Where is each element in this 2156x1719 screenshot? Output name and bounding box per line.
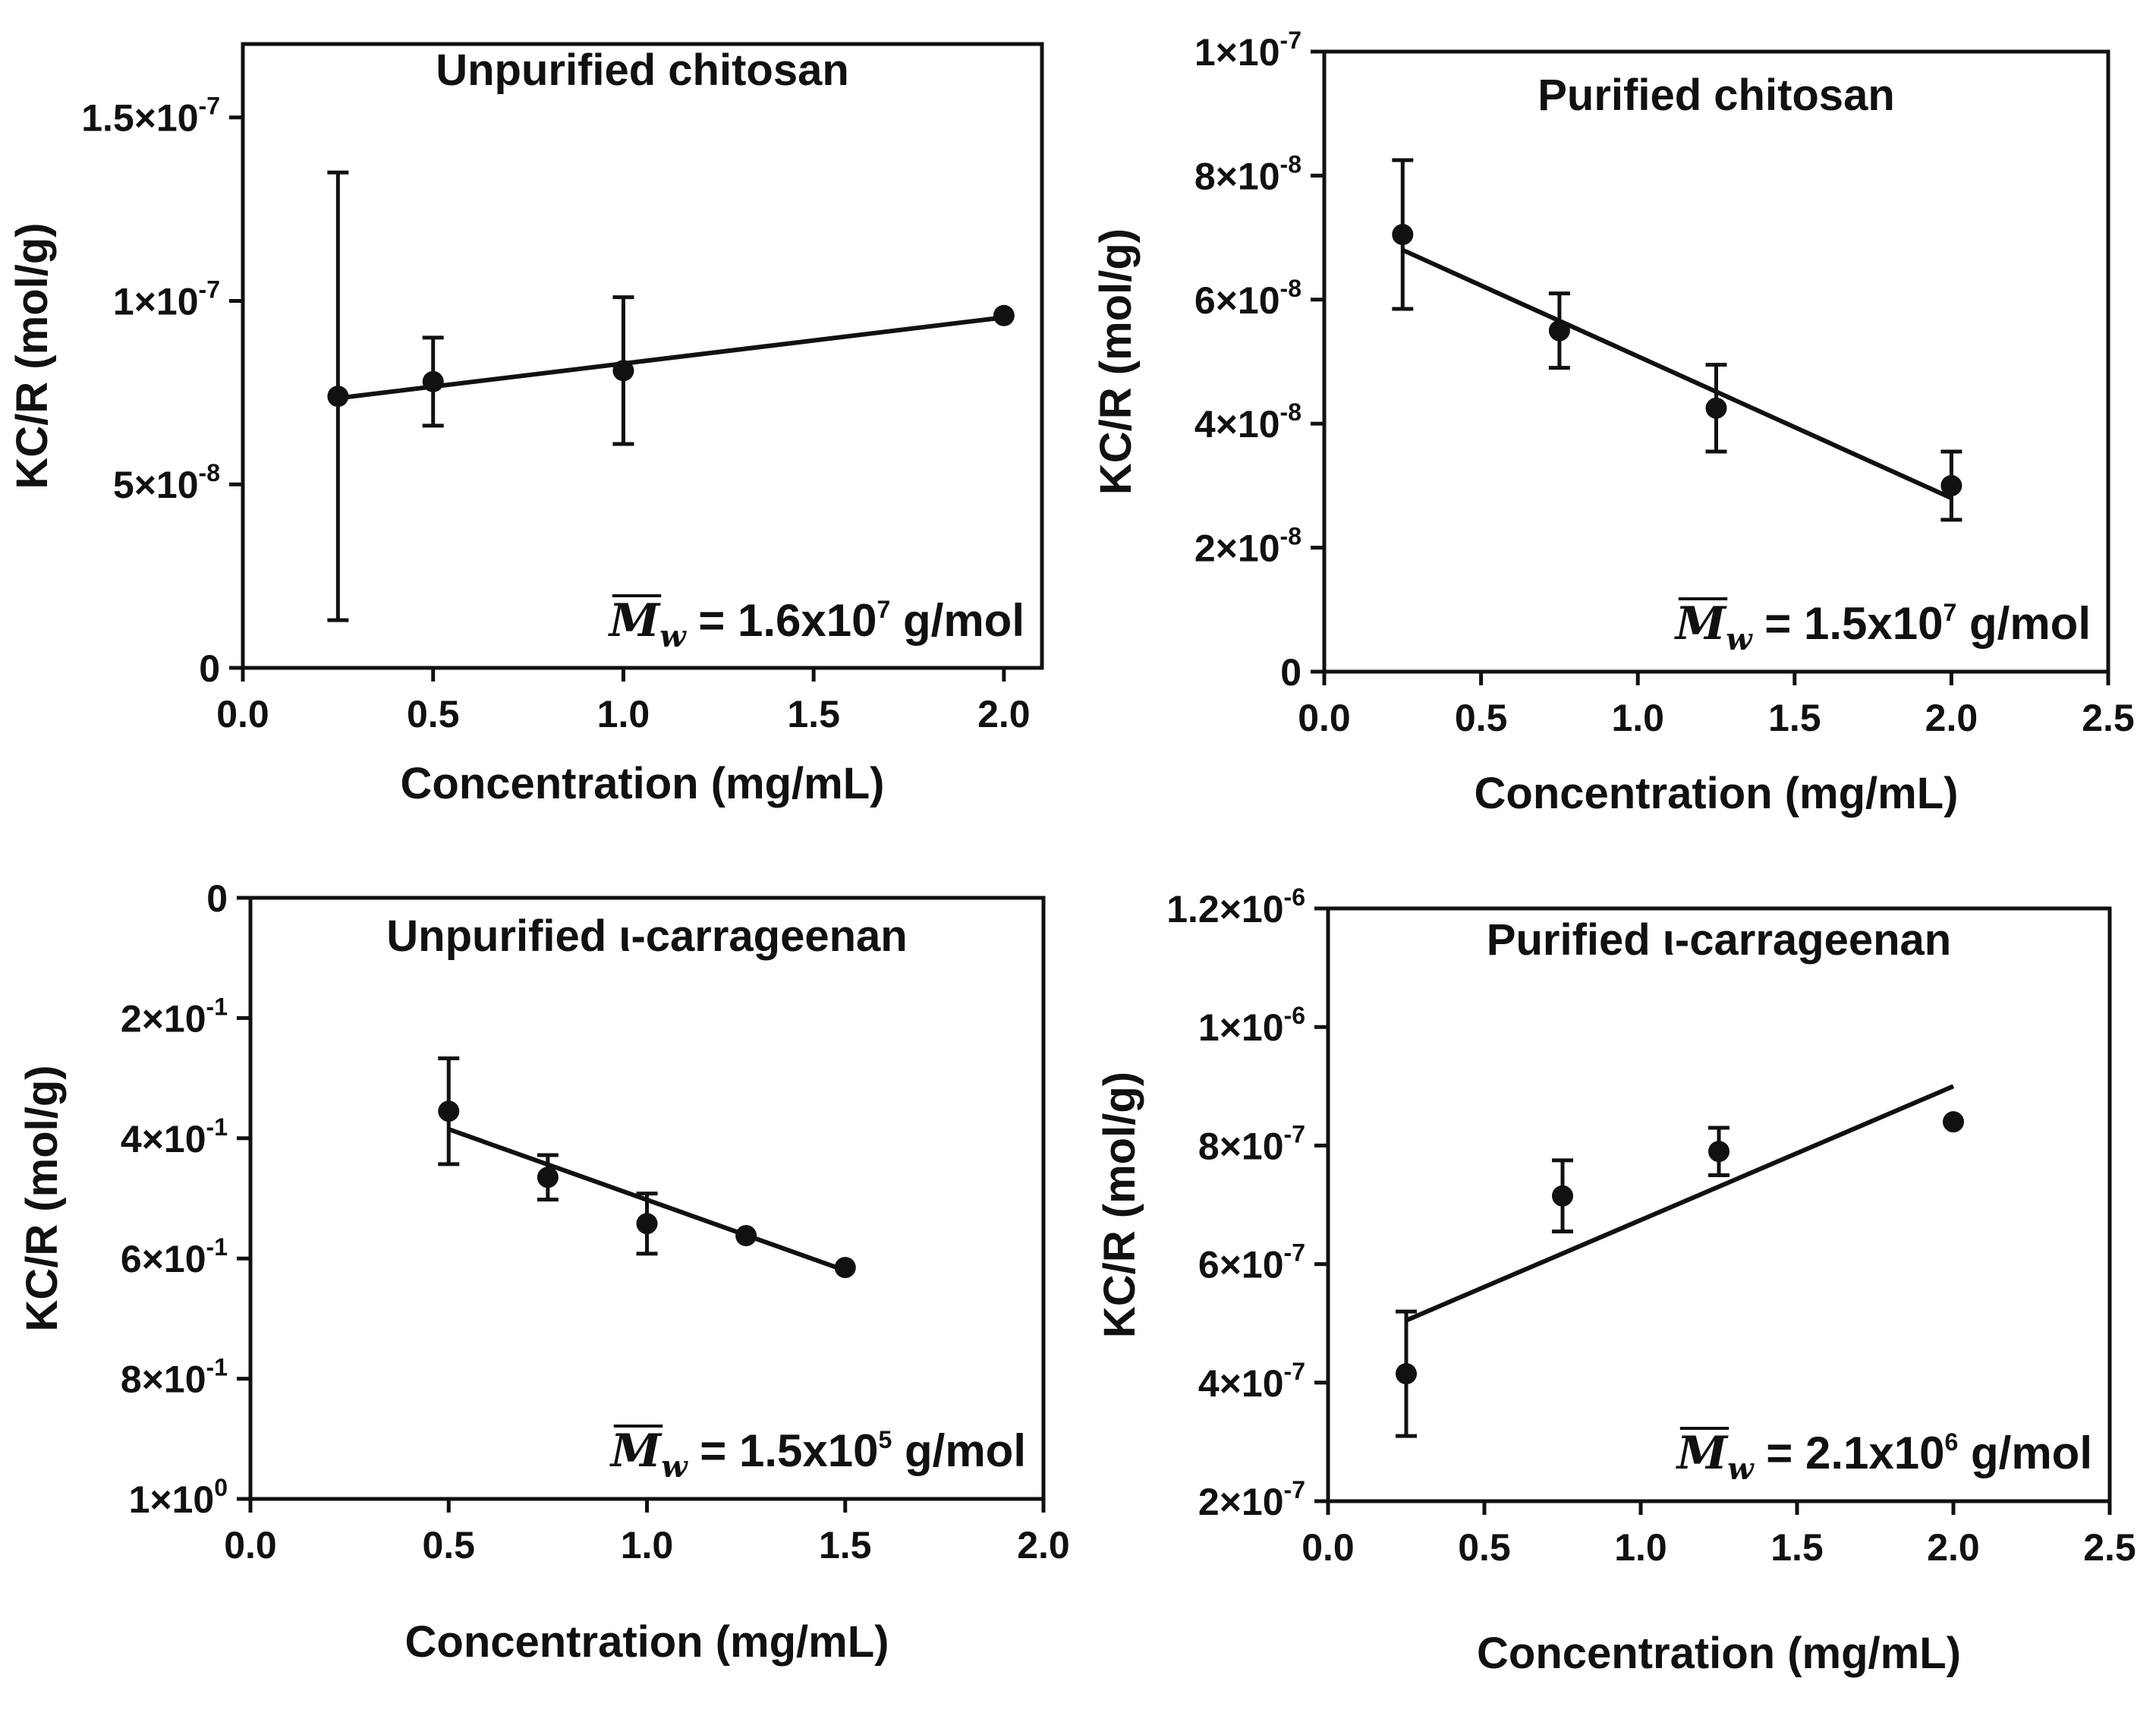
data-point: [612, 360, 634, 382]
panel-title: Unpurified chitosan: [436, 46, 849, 95]
y-tick-label: 6×10-8: [1194, 275, 1301, 322]
y-tick-label: 2×10-1: [121, 993, 228, 1040]
fit-line: [337, 315, 1005, 401]
y-tick-label: 5×10-8: [113, 459, 220, 506]
y-tick-label: 0: [1280, 651, 1301, 694]
fit-line: [1402, 247, 1953, 500]
x-tick-label: 1.5: [1770, 1526, 1824, 1569]
x-tick-label: 0.5: [407, 693, 460, 735]
data-point: [1940, 474, 1962, 496]
mw-annotation: Mw = 2.1x106 g/mol: [1676, 1427, 2092, 1487]
data-point: [422, 370, 444, 392]
y-tick-label: 1×10-6: [1198, 1002, 1305, 1049]
data-point: [1943, 1111, 1964, 1133]
y-tick-label: 8×10-7: [1198, 1120, 1305, 1167]
plot-frame: [241, 42, 1044, 670]
x-axis-title: Concentration (mg/mL): [1477, 1629, 1961, 1678]
x-tick-label: 2.0: [1017, 1524, 1070, 1566]
x-tick-label: 1.5: [787, 693, 840, 735]
data-point: [1705, 397, 1727, 419]
y-tick-label: 1.2×10-6: [1166, 883, 1305, 930]
fit-line: [1405, 1084, 1955, 1323]
y-axis-title: KC/R (mol/g): [17, 1065, 67, 1331]
y-tick-label: 4×10-8: [1194, 398, 1301, 445]
x-axis-title: Concentration (mg/mL): [1475, 769, 1959, 818]
y-tick-label: 0: [199, 647, 220, 690]
x-tick-label: 0.5: [1455, 697, 1508, 739]
y-tick-label: 6×10-1: [121, 1233, 228, 1280]
y-axis-title: KC/R (mol/g): [8, 222, 57, 489]
mw-annotation: Mw = 1.5x105 g/mol: [609, 1425, 1026, 1484]
chart-panel-4: 0.0 0.5 1.0 1.5 2.0 2.5 2×10-7 4×10-7 6×10-7 8×10…: [1095, 883, 2136, 1678]
data-point: [993, 304, 1015, 326]
plot-frame: [1326, 906, 2112, 1503]
y-tick-label: 4×10-7: [1198, 1358, 1305, 1405]
x-tick-label: 0.5: [422, 1524, 475, 1566]
x-tick-label: 1.0: [621, 1524, 674, 1566]
y-tick-label: 0: [206, 877, 228, 920]
x-tick-label: 1.5: [1768, 697, 1821, 739]
y-tick-label: 4×10-1: [121, 1113, 228, 1160]
x-axis-title: Concentration (mg/mL): [405, 1617, 889, 1667]
x-tick-label: 2.0: [1927, 1526, 1980, 1569]
data-point: [327, 386, 349, 408]
chart-panel-1: 0.0 0.5 1.0 1.5 2.0 0 5×10-8 1×10-7 1.5×10-7 Conc…: [8, 42, 1044, 808]
panel-title: Unpurified ι-carrageenan: [386, 911, 907, 961]
x-tick-label: 2.5: [2083, 1526, 2136, 1569]
data-point: [1708, 1141, 1730, 1163]
chart-panel-2: 0.0 0.5 1.0 1.5 2.0 2.5 0 2×10-8 4×10-8 6×10-8 8×1…: [1091, 27, 2135, 818]
x-axis-title: Concentration (mg/mL): [401, 759, 885, 808]
x-tick-label: 2.5: [2082, 697, 2135, 739]
y-tick-label: 2×10-7: [1198, 1476, 1305, 1523]
x-tick-label: 1.0: [1611, 697, 1664, 739]
x-tick-label: 2.0: [1925, 697, 1978, 739]
x-tick-label: 1.0: [1614, 1526, 1667, 1569]
plot-frame: [1322, 49, 2110, 674]
data-point: [1396, 1363, 1417, 1385]
y-axis-title: KC/R (mol/g): [1091, 228, 1141, 495]
x-tick-label: 1.5: [819, 1524, 872, 1566]
x-tick-label: 0.0: [1298, 697, 1351, 739]
data-point: [636, 1213, 658, 1235]
x-tick-label: 0.0: [216, 693, 269, 735]
y-tick-label: 2×10-8: [1194, 523, 1301, 570]
y-tick-label: 1×10-7: [1194, 27, 1301, 74]
y-tick-label: 1×100: [129, 1474, 228, 1521]
x-tick-label: 0.0: [224, 1524, 277, 1566]
x-tick-label: 0.0: [1301, 1526, 1355, 1569]
data-point: [1392, 224, 1414, 246]
y-tick-label: 1.5×10-7: [81, 93, 220, 140]
y-tick-label: 8×10-1: [121, 1354, 228, 1401]
data-point: [1548, 320, 1570, 342]
y-tick-label: 6×10-7: [1198, 1239, 1305, 1286]
y-tick-label: 1×10-7: [113, 275, 220, 323]
data-point: [1552, 1185, 1573, 1207]
data-point: [438, 1100, 460, 1122]
mw-annotation: Mw = 1.5x107 g/mol: [1674, 597, 2091, 657]
x-tick-label: 0.5: [1458, 1526, 1511, 1569]
y-tick-label: 8×10-8: [1194, 150, 1301, 197]
data-point: [834, 1257, 856, 1279]
data-point: [537, 1166, 559, 1189]
panel-title: Purified chitosan: [1538, 71, 1895, 120]
chart-panel-3: 0.0 0.5 1.0 1.5 2.0 0 2×10-1 4×10-1 6×10-1 8×10-1…: [17, 877, 1070, 1667]
mw-annotation: Mw = 1.6x107 g/mol: [608, 594, 1024, 654]
data-point: [735, 1225, 757, 1247]
x-tick-label: 2.0: [977, 693, 1031, 735]
y-axis-title: KC/R (mol/g): [1095, 1072, 1144, 1338]
panel-title: Purified ι-carrageenan: [1487, 915, 1951, 965]
x-tick-label: 1.0: [597, 693, 650, 735]
